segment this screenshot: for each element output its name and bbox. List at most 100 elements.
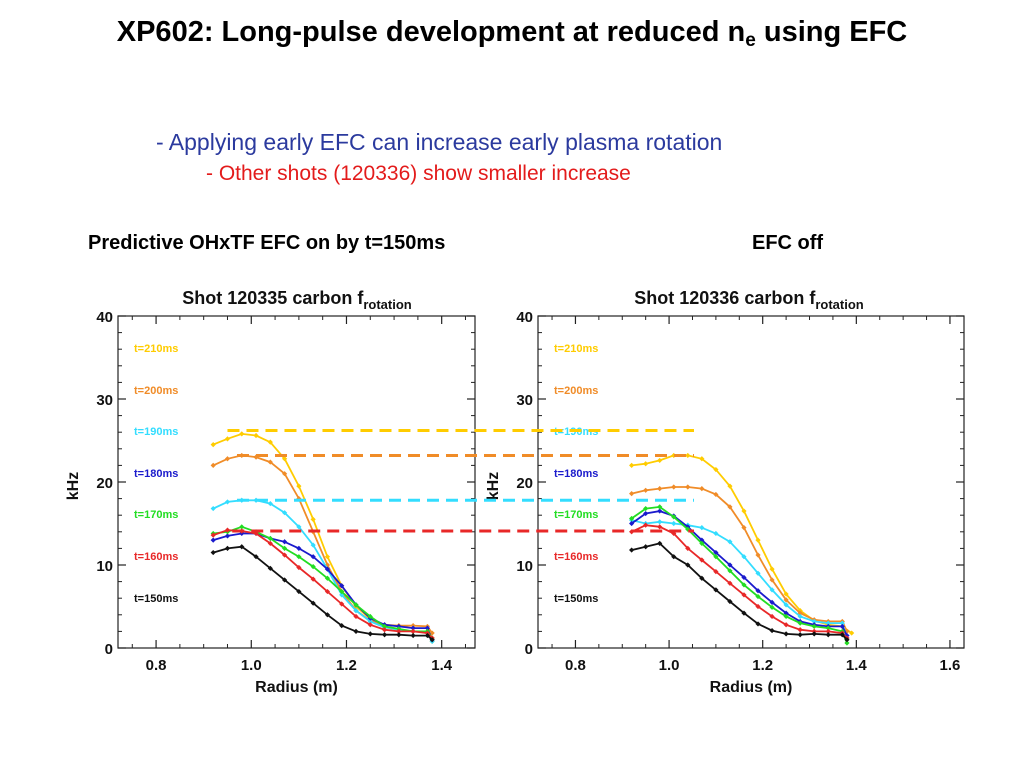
y-axis-label: kHz (65, 472, 82, 500)
data-point (210, 549, 216, 556)
chart-title-main: Shot 120335 carbon f (182, 288, 364, 308)
data-point (671, 554, 677, 560)
data-point (424, 632, 430, 639)
data-point (713, 587, 719, 593)
data-point (741, 554, 747, 560)
data-point (769, 577, 775, 583)
data-point (769, 613, 775, 620)
data-point (253, 530, 259, 537)
y-tick-label: 0 (105, 641, 113, 658)
data-point (657, 508, 663, 514)
chart-title: Shot 120336 carbon frotation (634, 288, 864, 312)
slide-title: XP602: Long-pulse development at reduced… (0, 16, 1024, 52)
data-point (429, 630, 435, 636)
data-point (783, 631, 789, 637)
slide-title-main: XP602: Long-pulse development at reduced… (116, 16, 746, 48)
data-point (769, 587, 775, 593)
data-point (310, 564, 316, 570)
data-point (267, 500, 273, 507)
series-t=150ms (210, 544, 435, 643)
data-point (239, 524, 245, 530)
data-point (741, 508, 747, 514)
data-point (825, 620, 831, 626)
data-point (267, 535, 273, 542)
x-axis-label: Radius (m) (710, 679, 793, 696)
y-tick-label: 40 (516, 309, 533, 326)
panel-label-efc-off: EFC off (752, 232, 824, 254)
y-tick-label: 0 (525, 641, 533, 658)
data-point (811, 618, 817, 625)
data-point (699, 557, 705, 563)
bullet-rotation-increase: - Applying early EFC can increase early … (156, 129, 723, 155)
data-point (741, 610, 747, 616)
data-point (210, 537, 216, 543)
data-point (811, 623, 817, 630)
data-point (324, 554, 331, 560)
data-point (324, 566, 331, 572)
data-point (224, 456, 231, 462)
y-tick-label: 20 (96, 475, 113, 492)
data-point (825, 632, 831, 638)
data-point (755, 552, 761, 558)
bullet-smaller-increase: - Other shots (120336) show smaller incr… (206, 162, 631, 185)
data-point (310, 542, 316, 548)
data-point (396, 628, 402, 634)
data-point (839, 620, 845, 626)
legend-entry: t=180ms (554, 468, 598, 480)
data-point (353, 613, 359, 620)
data-point (783, 610, 789, 616)
data-point (353, 628, 359, 634)
data-point (253, 432, 259, 439)
data-point (769, 627, 775, 634)
data-point (769, 599, 775, 605)
data-point (410, 628, 416, 634)
data-point (210, 532, 216, 538)
data-point (844, 637, 850, 643)
data-point (339, 622, 345, 629)
data-point (429, 637, 435, 643)
x-tick-label: 0.8 (146, 657, 167, 674)
legend-entry: t=200ms (554, 385, 598, 397)
data-point (769, 566, 775, 572)
data-point (339, 588, 345, 595)
y-tick-label: 20 (516, 475, 533, 492)
data-point (296, 564, 302, 571)
y-axis-label: kHz (485, 472, 502, 500)
data-point (727, 568, 733, 574)
data-point (324, 612, 331, 618)
data-point (797, 610, 803, 616)
data-point (811, 631, 817, 637)
data-point (755, 588, 761, 594)
data-point (755, 593, 761, 600)
data-point (267, 565, 273, 571)
data-point (339, 601, 345, 607)
y-tick-label: 40 (96, 309, 113, 326)
data-point (699, 575, 705, 581)
x-axis-label: Radius (m) (255, 679, 338, 696)
legend-entry: t=210ms (554, 343, 598, 355)
data-point (839, 632, 845, 638)
data-point (324, 588, 331, 595)
y-tick-label: 30 (96, 392, 113, 409)
x-tick-label: 1.0 (241, 657, 262, 674)
legend-entry: t=210ms (134, 343, 178, 355)
data-point (296, 588, 302, 595)
legend-entry: t=170ms (134, 509, 178, 521)
data-point (224, 545, 231, 551)
chart-shot-120335: Shot 120335 carbon frotation 0 10 20 30 40 0.8… (65, 288, 476, 696)
data-point (396, 632, 402, 638)
data-point (685, 562, 691, 568)
data-point (324, 575, 331, 581)
data-point (410, 632, 416, 639)
chart-title: Shot 120335 carbon frotation (182, 288, 412, 312)
data-point (783, 591, 789, 597)
data-point (755, 621, 761, 627)
data-point (699, 540, 705, 547)
data-point (783, 613, 789, 620)
data-point (643, 505, 649, 512)
data-point (367, 631, 373, 637)
data-point (755, 570, 761, 576)
data-point (629, 547, 635, 553)
data-point (267, 459, 273, 465)
